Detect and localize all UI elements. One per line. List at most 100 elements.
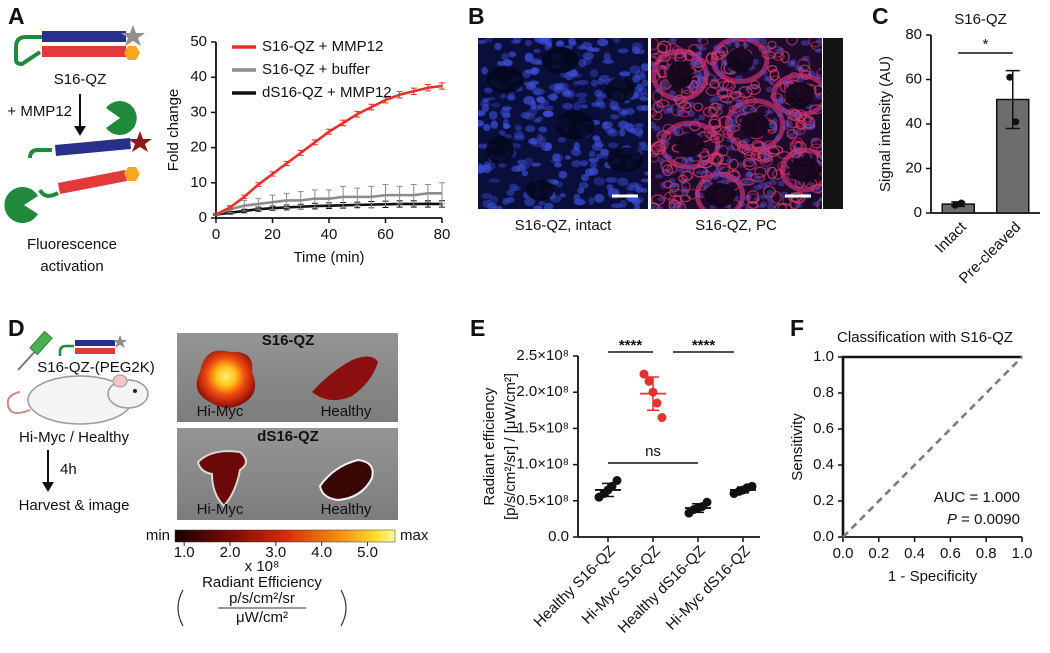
membrane (744, 95, 757, 107)
data-point (652, 398, 662, 408)
membrane (716, 162, 731, 174)
nucleus (600, 148, 609, 156)
nucleus (617, 48, 629, 54)
membrane (680, 170, 694, 181)
significance-label: * (983, 36, 989, 53)
lumen (704, 183, 736, 207)
membrane (739, 178, 755, 186)
membrane (788, 71, 800, 82)
colorbar-unit: μW/cm² (236, 609, 288, 626)
lumen (789, 157, 821, 183)
gland-membrane (659, 120, 721, 170)
nucleus (660, 182, 667, 189)
panel-label: B (468, 3, 485, 29)
membrane (795, 120, 807, 131)
y-tick-label: 20 (190, 139, 207, 156)
nucleus (656, 205, 664, 209)
nucleus (598, 74, 610, 82)
nucleus (695, 44, 704, 50)
nucleus (636, 105, 646, 111)
nucleus (481, 66, 488, 75)
roc-line (841, 355, 1022, 537)
chart-title: Classification with S16-QZ (837, 329, 1013, 346)
membrane (722, 127, 734, 139)
membrane (718, 115, 733, 129)
nucleus (640, 178, 648, 183)
nucleus (514, 131, 524, 140)
y-tick-label: 2.0×10⁸ (516, 383, 569, 400)
x-axis-label: 1 - Specificity (888, 568, 978, 585)
membrane (729, 169, 740, 181)
nucleus (726, 126, 734, 132)
nucleus (481, 192, 493, 199)
nucleus (759, 70, 768, 76)
membrane (799, 64, 811, 78)
membrane (710, 133, 724, 144)
data-point (957, 199, 965, 207)
nucleus (661, 140, 670, 145)
x-tick-label: Healthy S16-QZ (531, 543, 619, 631)
membrane (670, 103, 684, 117)
nucleus (635, 48, 645, 55)
parenthesis (177, 589, 184, 627)
nucleus (487, 96, 496, 101)
y-tick-label: 30 (190, 103, 207, 120)
y-tick-label: 40 (905, 115, 922, 132)
nucleus (595, 98, 604, 107)
nucleus (608, 142, 619, 149)
nucleus (667, 104, 673, 111)
membrane (772, 169, 784, 180)
membrane (815, 146, 822, 158)
nucleus (482, 123, 491, 132)
nucleus (627, 197, 636, 202)
image-caption: S16-QZ, PC (695, 217, 777, 234)
membrane (746, 190, 760, 204)
nucleus (692, 58, 699, 65)
nucleus (639, 73, 647, 81)
nucleus (641, 144, 648, 151)
membrane (728, 90, 742, 99)
colorbar-min: min (146, 527, 170, 544)
membrane (810, 183, 822, 194)
nucleus (695, 170, 704, 175)
membrane (656, 64, 667, 79)
nucleus (665, 154, 673, 160)
significance-label: ns (645, 443, 661, 460)
image-label: Hi-Myc (197, 501, 244, 518)
nucleus (508, 91, 515, 100)
nucleus (592, 47, 601, 53)
nucleus (695, 71, 703, 77)
membrane (677, 109, 690, 118)
channel-label: S16-QZ (825, 54, 842, 107)
ivis-image-ds16qz (177, 428, 398, 520)
lumen (675, 133, 705, 157)
nucleus (588, 196, 595, 205)
nucleus (523, 157, 533, 165)
nucleus (795, 76, 805, 84)
nucleus (577, 187, 585, 194)
nucleus (508, 51, 517, 58)
membrane (767, 40, 777, 50)
enzyme (4, 187, 39, 223)
nucleus (597, 77, 605, 85)
probe-strand (75, 340, 115, 346)
membrane (715, 144, 729, 157)
membrane (652, 89, 663, 103)
membrane (651, 202, 660, 209)
nucleus (676, 110, 685, 116)
legend-label: dS16-QZ + MMP12 (262, 84, 392, 101)
linker (38, 188, 59, 198)
nucleus (690, 80, 698, 86)
nucleus (506, 189, 515, 197)
nucleus (672, 131, 681, 136)
nucleus (478, 163, 485, 173)
y-axis-label: Radiant efficiency (481, 387, 498, 506)
y-tick-label: 0 (199, 209, 207, 226)
image-cells (478, 38, 648, 209)
nucleus (726, 177, 732, 182)
y-tick-label: 20 (905, 159, 922, 176)
nucleus (544, 145, 551, 152)
nucleus (769, 179, 777, 186)
membrane (793, 141, 807, 154)
error-bar (1005, 69, 1020, 130)
